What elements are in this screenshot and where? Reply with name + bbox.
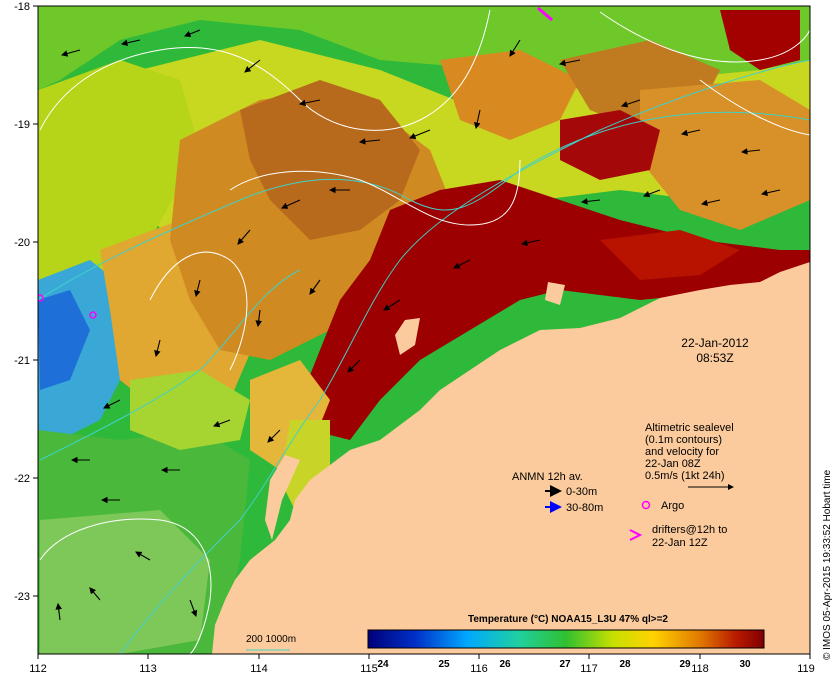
date-label: 22-Jan-2012 [681, 336, 749, 350]
isobaths [38, 59, 810, 654]
lat-label: -20 [14, 237, 30, 249]
drifter-label-line: drifters@12h to [652, 524, 727, 536]
drifter-track [537, 6, 553, 22]
map-frame [37, 5, 811, 655]
argo-marker[interactable] [89, 311, 97, 319]
lat-label: -21 [14, 355, 30, 367]
time-label: 08:53Z [696, 351, 733, 365]
altimetry-note-line: (0.1m contours) [645, 434, 722, 446]
lat-label: -18 [14, 1, 30, 13]
colorbar-title: Temperature (°C) NOAA15_L3U 47% ql>=2 [468, 614, 668, 625]
lon-label: 117 [580, 663, 598, 675]
lat-label: -23 [14, 591, 30, 603]
argo-legend-icon [641, 500, 651, 510]
colorbar-tick: 24 [377, 659, 389, 670]
colorbar-tick: 27 [559, 659, 571, 670]
velocity-arrows [55, 29, 781, 621]
colorbar-tick: 29 [679, 659, 691, 670]
lat-label: -19 [14, 119, 30, 131]
lat-label: -22 [14, 473, 30, 485]
anmn-item-label: 30-80m [566, 502, 603, 514]
anmn-title: ANMN 12h av. [512, 471, 583, 483]
argo-label: Argo [661, 500, 684, 512]
lon-label: 116 [470, 663, 488, 675]
lon-label: 112 [29, 663, 47, 675]
colorbar-tick: 28 [619, 659, 631, 670]
colorbar-tick: 30 [739, 659, 751, 670]
argo-marker[interactable] [37, 294, 44, 302]
lon-label: 115 [360, 663, 378, 675]
colorbar [367, 629, 765, 649]
sealevel-contours [39, 9, 810, 654]
colorbar-tick: 25 [438, 659, 450, 670]
lon-label: 113 [139, 663, 157, 675]
lon-label: 118 [691, 663, 709, 675]
altimetry-note-line: Altimetric sealevel [645, 422, 734, 434]
sst-field [37, 6, 810, 654]
credit-text: © IMOS 05-Apr-2015 19:33:52 Hobart time [822, 469, 833, 660]
axis-ticks [33, 5, 811, 659]
colorbar-tick: 26 [499, 659, 511, 670]
lon-label: 114 [250, 663, 268, 675]
isobath-legend-label: 200 1000m [246, 634, 296, 645]
anmn-item-label: 0-30m [566, 486, 597, 498]
altimetry-note-line: 0.5m/s (1kt 24h) [645, 470, 724, 482]
drifter-label-line: 22-Jan 12Z [652, 537, 708, 549]
lon-label: 119 [797, 663, 815, 675]
altimetry-note-line: 22-Jan 08Z [645, 458, 701, 470]
drifter-legend-icon [629, 529, 643, 541]
altimetry-note-line: and velocity for [645, 446, 719, 458]
land [212, 262, 810, 654]
